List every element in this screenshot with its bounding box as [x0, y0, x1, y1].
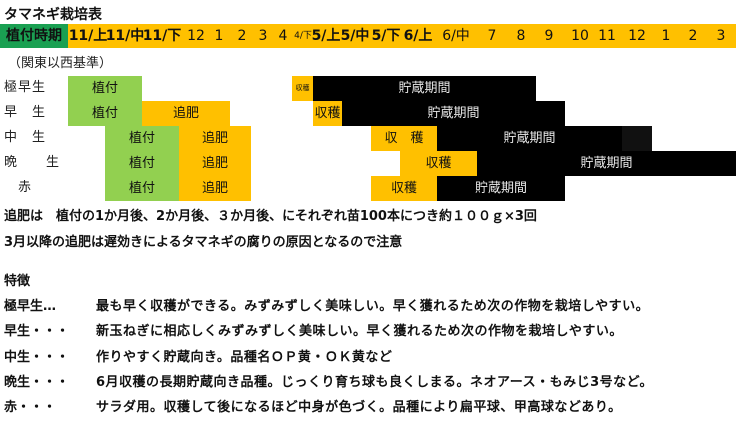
- bar-storage: 貯蔵期間: [313, 76, 536, 101]
- header-col: 3: [258, 28, 268, 44]
- header-col: 6/中: [442, 28, 470, 44]
- row-label-okute: 晩 生: [4, 155, 61, 170]
- feature-text: 6月収穫の長期貯蔵向き品種。じっくり育ち球も良くしまる。ネオアース・もみじ3号な…: [96, 375, 654, 390]
- feature-label: 晩生・・・: [4, 375, 70, 390]
- header-col: 1: [214, 28, 224, 44]
- warning-note: 3月以降の追肥は遅効きによるタマネギの腐りの原因となるので注意: [4, 235, 403, 250]
- bar-fertilize: 追肥: [142, 101, 230, 126]
- bar-harvest: 収穫: [400, 151, 477, 176]
- header-col: 3: [716, 28, 726, 44]
- header-col: 11/上: [68, 28, 108, 44]
- bar-storage: 貯蔵期間: [477, 151, 736, 176]
- header-col: 2: [688, 28, 698, 44]
- row-label-gokuwase: 極早生: [4, 80, 47, 95]
- row-label-red: 赤: [4, 180, 33, 195]
- header-col: 8: [516, 28, 526, 44]
- feature-text: 新玉ねぎに相応しくみずみずしく美味しい。早く獲れるため次の作物を栽培しやすい。: [96, 324, 623, 339]
- feature-label: 赤・・・: [4, 400, 57, 415]
- header-col: 9: [544, 28, 554, 44]
- bar-harvest: 収穫: [371, 176, 437, 201]
- feature-label: 中生・・・: [4, 350, 70, 365]
- header-col: 5/下: [371, 28, 401, 44]
- header-col: 11/下: [142, 28, 182, 44]
- bar-fertilize: 追肥: [179, 126, 251, 151]
- header-col: 5/上: [311, 28, 341, 44]
- feature-text: 最も早く収穫ができる。みずみずしく美味しい。早く獲れるため次の作物を栽培しやすい…: [96, 299, 650, 314]
- bar-planting: 植付: [105, 151, 179, 176]
- bar-planting: 植付: [68, 76, 142, 101]
- header-col: 1: [661, 28, 671, 44]
- bar-harvest: 収穫: [292, 76, 313, 101]
- bar-planting: 植付: [68, 101, 142, 126]
- region-note: （関東以西基準）: [8, 56, 113, 71]
- feature-label: 極早生…: [4, 299, 57, 314]
- header-col: 12: [628, 28, 646, 44]
- header-col: 11: [598, 28, 616, 44]
- bar-planting: 植付: [105, 176, 179, 201]
- bar-harvest: 収 穫: [371, 126, 437, 151]
- bar-storage: 貯蔵期間: [437, 126, 622, 151]
- header-col: 7: [487, 28, 497, 44]
- header-col: 4/下: [294, 31, 312, 41]
- bar-storage-extension: [622, 126, 652, 151]
- header-col: 4: [278, 28, 288, 44]
- bar-fertilize: 追肥: [179, 176, 251, 201]
- feature-label: 早生・・・: [4, 324, 70, 339]
- header-col: 2: [237, 28, 247, 44]
- bar-storage: 貯蔵期間: [342, 101, 565, 126]
- feature-text: サラダ用。収穫して後になるほど中身が色づく。品種により扁平球、甲高球などあり。: [96, 400, 622, 415]
- bar-fertilize: 追肥: [179, 151, 251, 176]
- feature-text: 作りやすく貯蔵向き。品種名ＯＰ黄・ＯＫ黄など: [96, 350, 393, 365]
- bar-storage: 貯蔵期間: [437, 176, 565, 201]
- header-col: 12: [187, 28, 205, 44]
- bar-harvest: 収穫: [313, 101, 342, 126]
- header-timeline: 11/上 11/中 11/下 12 1 2 3 4 4/下 5/上 5/中 5/…: [68, 24, 736, 48]
- header-col: 5/中: [340, 28, 370, 44]
- header-col: 10: [571, 28, 589, 44]
- fertilizer-note: 追肥は 植付の1か月後、2か月後、３か月後、にそれぞれ苗100本につき約１００ｇ…: [4, 209, 537, 224]
- page-title: タマネギ栽培表: [4, 7, 102, 23]
- features-heading: 特徴: [4, 274, 31, 289]
- header-planting-period: 植付時期: [0, 24, 68, 48]
- row-label-wase: 早 生: [4, 105, 47, 120]
- row-label-nakate: 中 生: [4, 130, 47, 145]
- bar-planting: 植付: [105, 126, 179, 151]
- header-col: 11/中: [105, 28, 145, 44]
- header-col: 6/上: [403, 28, 433, 44]
